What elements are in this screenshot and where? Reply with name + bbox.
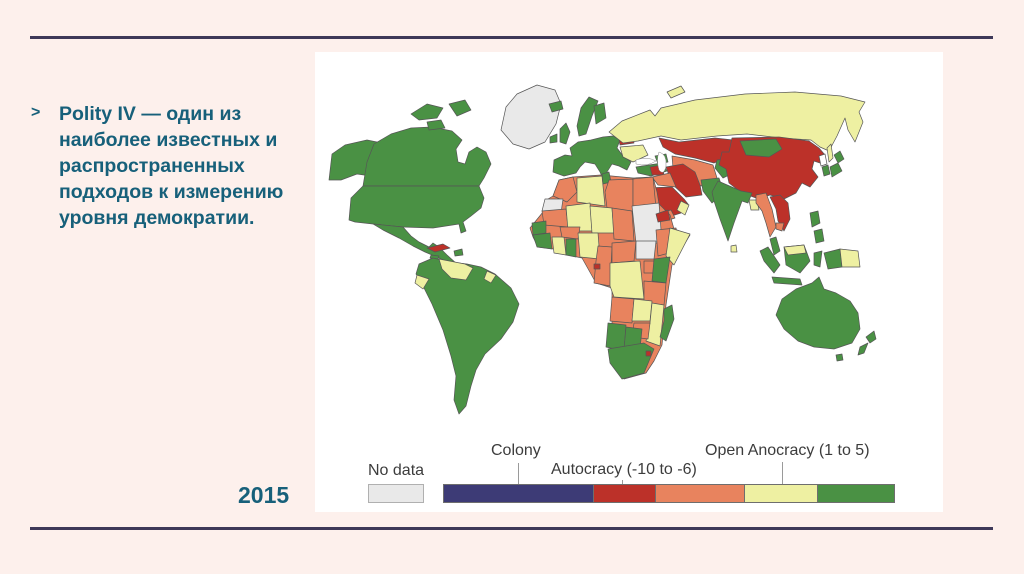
black-sea [635, 158, 657, 166]
region-philippines [813, 228, 825, 244]
region-somalia [665, 227, 691, 266]
region-canada [362, 126, 492, 187]
region-arctic-islands [410, 103, 444, 121]
region-iraq [651, 172, 677, 188]
region-madagascar [659, 304, 675, 342]
region-burkina-faso [559, 226, 581, 240]
region-ghana [565, 238, 577, 258]
region-oman [676, 200, 690, 216]
region-south-korea [821, 164, 831, 177]
region-united-kingdom [559, 122, 571, 145]
region-eritrea [655, 209, 671, 223]
legend-tick-colony [518, 463, 519, 484]
region-ireland [549, 133, 558, 144]
region-tasmania [835, 353, 844, 362]
region-sumatra [759, 246, 781, 274]
region-australia [775, 276, 861, 350]
region-morocco [552, 176, 578, 203]
region-new-zealand [865, 330, 877, 344]
legend-color-bar [443, 484, 895, 503]
region-suriname [483, 270, 497, 284]
region-ivory-coast [551, 236, 567, 256]
legend-no-data-label: No data [368, 462, 425, 479]
world-choropleth-map [328, 84, 877, 415]
region-sri-lanka [730, 244, 738, 253]
top-divider-line [30, 36, 993, 39]
legend-open-anocracy-label: Open Anocracy (1 to 5) [705, 442, 870, 459]
region-russia [608, 91, 866, 152]
region-central-african-republic [611, 240, 637, 264]
region-hispaniola [453, 248, 464, 257]
legend-segment-democracy [817, 485, 894, 502]
region-novaya-zemlya [666, 85, 686, 99]
region-japan [833, 150, 845, 164]
caspian-sea [657, 151, 667, 173]
region-south-america [415, 257, 520, 415]
region-europe-mainland [552, 135, 632, 182]
region-myanmar-thailand [755, 192, 777, 238]
region-angola [609, 296, 635, 324]
region-malay-peninsula [769, 236, 781, 256]
year-label: 2015 [238, 482, 290, 508]
region-papua-new-guinea [839, 248, 861, 268]
region-uganda [643, 260, 655, 274]
legend-no-data-swatch [368, 484, 424, 503]
region-west-new-guinea [823, 248, 843, 270]
region-java [771, 276, 803, 286]
region-venezuela [438, 258, 474, 281]
region-vietnam-laos [769, 194, 791, 232]
legend-segment-autocracy [593, 485, 655, 502]
region-cuba [426, 243, 451, 253]
bullet-chevron-icon: > [31, 104, 41, 121]
region-senegal [531, 220, 547, 236]
region-sakhalin [826, 143, 834, 163]
region-finland [593, 102, 607, 125]
legend-colony-label: Colony [491, 442, 541, 459]
legend-segment-open-anocracy [744, 485, 817, 502]
region-arctic-islands [426, 119, 446, 131]
region-mongolia [739, 138, 783, 158]
region-swaziland [645, 350, 652, 357]
region-iceland [548, 100, 564, 113]
region-guinea [532, 232, 553, 250]
legend-segment-closed-anocracy [655, 485, 744, 502]
region-niger [589, 205, 615, 234]
map-panel: No data Colony Autocracy (-10 to -6) Ope… [315, 52, 943, 512]
legend-segment-colony [444, 485, 593, 502]
bullet-text: Polity IV — один из наиболее известных и… [59, 103, 284, 229]
legend-tick-autocracy [622, 480, 623, 485]
region-libya [604, 178, 634, 213]
region-algeria [576, 175, 606, 207]
region-usa [348, 185, 485, 234]
region-cambodia [775, 222, 785, 232]
region-philippines [809, 210, 821, 228]
region-mozambique [645, 302, 665, 347]
region-japan [829, 162, 843, 178]
region-south-africa [607, 342, 655, 380]
bottom-divider-line [30, 527, 993, 530]
region-north-korea [818, 153, 828, 167]
region-south-sudan [635, 240, 657, 260]
region-sulawesi [813, 250, 823, 268]
region-drc [609, 260, 645, 300]
region-cameroon-congo [593, 245, 613, 287]
region-equatorial-guinea [593, 263, 601, 270]
legend-autocracy-label: Autocracy (-10 to -6) [551, 461, 697, 478]
region-india [711, 180, 753, 242]
region-chad [611, 207, 635, 242]
region-arctic-islands [448, 99, 472, 117]
region-zambia [631, 298, 653, 322]
region-ecuador [414, 274, 430, 290]
region-new-zealand [857, 342, 869, 356]
legend-tick-open-anocracy [782, 462, 783, 484]
region-malaysia-borneo [783, 244, 807, 256]
